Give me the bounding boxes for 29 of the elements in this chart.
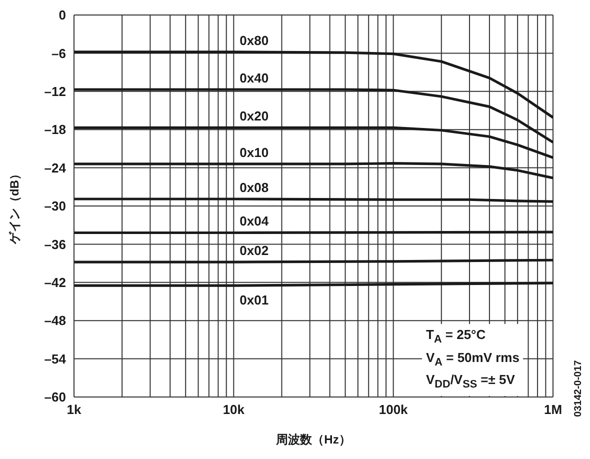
y-tick-label: –48	[44, 313, 66, 328]
x-tick-label: 1k	[66, 402, 82, 418]
y-tick-label: –54	[44, 351, 67, 366]
text: 03142-0-017	[572, 360, 584, 416]
y-tick-label: –36	[44, 236, 66, 252]
x-tick-label: 10k	[222, 402, 246, 418]
annotation: V$_{DD}$/V$_{SS}$ =± 5V	[426, 371, 516, 393]
series-label: 0x80	[240, 32, 269, 48]
series-label: 0x02	[240, 243, 269, 258]
y-tick-label: –18	[44, 122, 66, 138]
series-label: 0x20	[240, 108, 269, 124]
series-label: 0x40	[240, 70, 269, 86]
y-tick-label: –12	[44, 84, 66, 100]
y-tick-label: 0	[58, 8, 66, 23]
series-label: 0x08	[240, 180, 269, 195]
y-axis-title: ゲイン（dB）	[7, 168, 22, 245]
y-tick-label: –60	[44, 390, 66, 405]
series-label: 0x04	[240, 214, 270, 229]
y-tick-label: –24	[44, 160, 67, 176]
y-tick-label: –30	[44, 198, 66, 214]
y-tick-label: –6	[52, 46, 66, 61]
annotation: V$_{A}$ = 50mV rms	[426, 348, 520, 370]
y-tick-label: –42	[44, 275, 66, 290]
annotation: T$_{A}$ = 25°C	[426, 326, 487, 348]
x-tick-label: 1M	[544, 402, 562, 418]
series-label: 0x01	[240, 292, 269, 308]
x-axis-title: 周波数（Hz）	[275, 432, 351, 447]
x-tick-label: 100k	[378, 402, 409, 418]
series-label: 0x10	[240, 144, 269, 160]
